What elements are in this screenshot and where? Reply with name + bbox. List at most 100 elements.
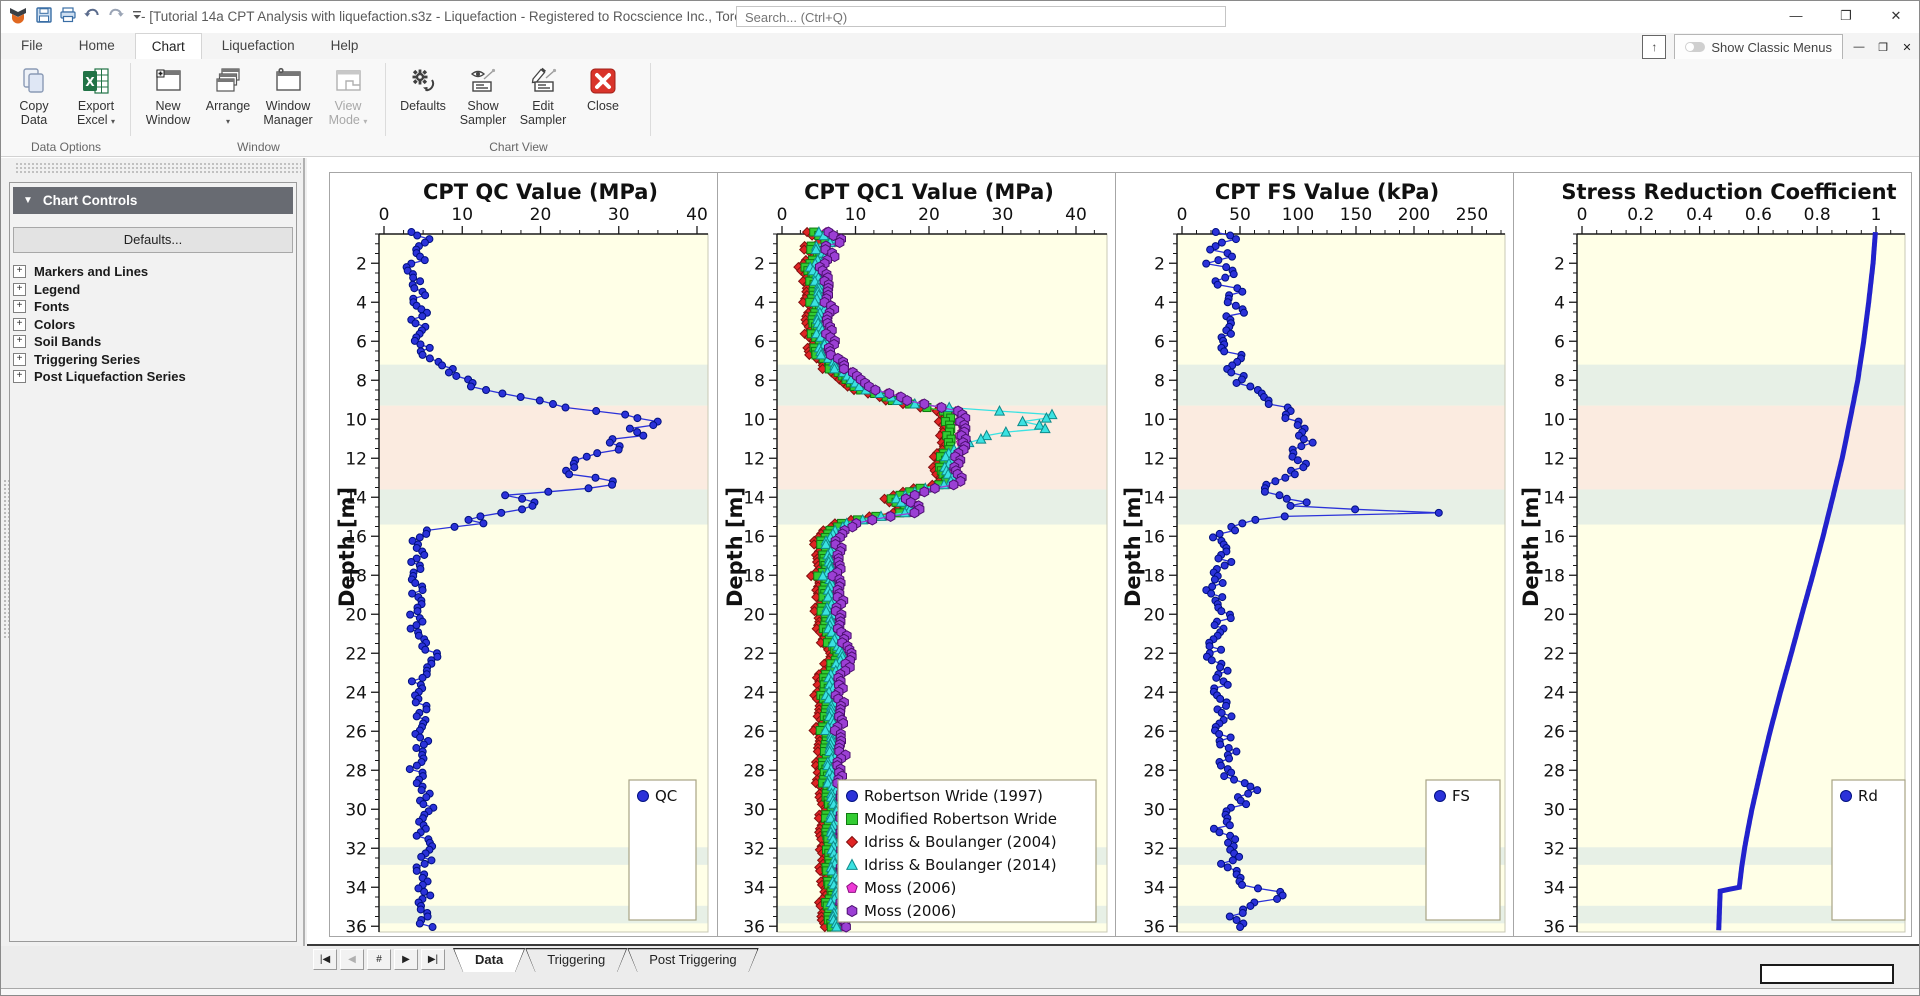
chart-controls-header[interactable]: ▼ Chart Controls bbox=[13, 187, 293, 214]
doc-restore-button[interactable]: ❐ bbox=[1878, 41, 1888, 54]
svg-text:16: 16 bbox=[345, 527, 367, 547]
excel-icon: X bbox=[67, 63, 125, 99]
svg-text:0: 0 bbox=[1177, 205, 1188, 225]
next-sheet-button[interactable]: ▶ bbox=[394, 949, 418, 970]
first-sheet-button[interactable]: |◀ bbox=[313, 949, 337, 970]
svg-text:10: 10 bbox=[345, 410, 367, 430]
show-classic-menus-toggle[interactable]: Show Classic Menus bbox=[1674, 34, 1843, 60]
expand-plus-icon[interactable]: + bbox=[13, 282, 26, 296]
undo-icon[interactable] bbox=[83, 7, 101, 23]
status-bar bbox=[1, 988, 1919, 995]
svg-text:22: 22 bbox=[1543, 644, 1565, 664]
svg-text:18: 18 bbox=[743, 566, 765, 586]
search-box[interactable] bbox=[736, 6, 1235, 28]
svg-text:6: 6 bbox=[356, 332, 367, 352]
app-logo-icon bbox=[10, 8, 26, 24]
chart-title: Stress Reduction Coefficient bbox=[1561, 180, 1896, 204]
ribbon: Copy Data X Export Excel ▾ Data Options Ne… bbox=[1, 59, 1919, 157]
tree-item-legend[interactable]: + Legend bbox=[13, 281, 293, 299]
expand-plus-icon[interactable]: + bbox=[13, 335, 26, 349]
doc-minimize-button[interactable]: — bbox=[1853, 41, 1865, 53]
expand-plus-icon[interactable]: + bbox=[13, 300, 26, 314]
customize-quick-access-icon[interactable] bbox=[131, 8, 143, 22]
sheet-tab-post-triggering[interactable]: Post Triggering bbox=[627, 948, 758, 972]
chart-controls-title: Chart Controls bbox=[42, 193, 138, 208]
chart-legend bbox=[1831, 779, 1906, 921]
export-excel-button[interactable]: X Export Excel ▾ bbox=[67, 63, 125, 137]
tab-home[interactable]: Home bbox=[78, 38, 115, 53]
search-input[interactable] bbox=[737, 7, 1235, 28]
svg-text:16: 16 bbox=[743, 527, 765, 547]
svg-text:22: 22 bbox=[1143, 644, 1165, 664]
sheet-tab-data[interactable]: Data bbox=[453, 948, 525, 972]
last-sheet-button[interactable]: ▶| bbox=[421, 949, 445, 970]
tree-item-colors[interactable]: + Colors bbox=[13, 316, 293, 334]
svg-text:0.6: 0.6 bbox=[1745, 205, 1772, 225]
arrange-button[interactable]: Arrange ▾ bbox=[199, 63, 257, 137]
ribbon-pin-icon[interactable]: ↑ bbox=[1642, 35, 1667, 59]
svg-text:6: 6 bbox=[1154, 332, 1165, 352]
previous-sheet-button[interactable]: ◀ bbox=[340, 949, 364, 970]
y-axis-label: Depth [m] bbox=[335, 487, 359, 607]
save-icon[interactable] bbox=[35, 6, 53, 24]
y-axis-label: Depth [m] bbox=[1519, 487, 1543, 607]
show-sampler-button[interactable]: Show Sampler bbox=[454, 63, 512, 137]
svg-text:0.2: 0.2 bbox=[1627, 205, 1654, 225]
tree-item-fonts[interactable]: + Fonts bbox=[13, 298, 293, 316]
redo-icon[interactable] bbox=[107, 7, 125, 23]
tree-item-post-liquefaction-series[interactable]: + Post Liquefaction Series bbox=[13, 368, 293, 386]
edit-sampler-button[interactable]: Edit Sampler bbox=[514, 63, 572, 137]
copy-icon bbox=[5, 63, 63, 99]
legend-label: Modified Robertson Wride bbox=[864, 810, 1057, 828]
quick-access-toolbar bbox=[7, 4, 143, 26]
toggle-switch-icon[interactable] bbox=[1685, 42, 1706, 52]
copy-data-button[interactable]: Copy Data bbox=[5, 63, 63, 137]
svg-text:40: 40 bbox=[1065, 205, 1087, 225]
svg-text:20: 20 bbox=[345, 605, 367, 625]
pane-grip-handle[interactable] bbox=[15, 162, 301, 174]
chart-title: CPT QC1 Value (MPa) bbox=[804, 180, 1054, 204]
close-button[interactable]: ✕ bbox=[1890, 8, 1902, 23]
expand-plus-icon[interactable]: + bbox=[13, 317, 26, 331]
chart-panel-1: CPT QC Value (MPa) 0 10 20 30 40 2 4 6 8 10 12 14 16 1… bbox=[329, 172, 718, 937]
doc-close-button[interactable]: ✕ bbox=[1902, 41, 1912, 54]
svg-text:10: 10 bbox=[1143, 410, 1165, 430]
expand-plus-icon[interactable]: + bbox=[13, 370, 26, 384]
new-window-button[interactable]: New Window bbox=[139, 63, 197, 137]
restore-button[interactable]: ❐ bbox=[1840, 8, 1852, 23]
svg-text:2: 2 bbox=[356, 254, 367, 274]
expand-plus-icon[interactable]: + bbox=[13, 265, 26, 279]
tree-item-markers-and-lines[interactable]: + Markers and Lines bbox=[13, 263, 293, 281]
svg-text:32: 32 bbox=[1143, 839, 1165, 859]
group-label-data-options: Data Options bbox=[30, 140, 102, 154]
sheet-tab-triggering[interactable]: Triggering bbox=[525, 948, 627, 972]
expand-plus-icon[interactable]: + bbox=[13, 352, 26, 366]
window-manager-button[interactable]: Window Manager bbox=[259, 63, 317, 137]
series-line bbox=[1716, 231, 1878, 931]
defaults-dialog-button[interactable]: Defaults... bbox=[13, 227, 293, 253]
chart-controls-pane: ▼ Chart Controls Defaults... + Markers an… bbox=[9, 182, 297, 942]
pane-splitter[interactable] bbox=[303, 158, 305, 946]
close-chart-button[interactable]: Close bbox=[574, 63, 632, 137]
tab-liquefaction[interactable]: Liquefaction bbox=[221, 38, 295, 53]
tab-help[interactable]: Help bbox=[330, 38, 359, 53]
chart-svg-2: CPT QC1 Value (MPa)0 10 20 30 40246810121416… bbox=[723, 180, 1108, 936]
svg-text:28: 28 bbox=[345, 761, 367, 781]
tab-file[interactable]: File bbox=[21, 38, 43, 53]
tab-chart[interactable]: Chart bbox=[134, 33, 202, 59]
svg-text:14: 14 bbox=[743, 488, 765, 508]
print-icon[interactable] bbox=[59, 6, 77, 24]
chart-title: CPT QC Value (MPa) bbox=[423, 180, 658, 204]
window-manager-icon bbox=[259, 63, 317, 99]
dock-grip-handle[interactable] bbox=[3, 479, 9, 639]
svg-text:12: 12 bbox=[1143, 449, 1165, 469]
svg-text:8: 8 bbox=[754, 371, 765, 391]
sheet-number-button[interactable]: # bbox=[367, 949, 391, 970]
tree-item-soil-bands[interactable]: + Soil Bands bbox=[13, 333, 293, 351]
legend-label: QC bbox=[655, 787, 677, 805]
defaults-button[interactable]: Defaults bbox=[394, 63, 452, 137]
minimize-button[interactable]: — bbox=[1789, 8, 1803, 23]
view-mode-button: View Mode ▾ bbox=[319, 63, 377, 137]
tree-item-triggering-series[interactable]: + Triggering Series bbox=[13, 351, 293, 369]
svg-text:250: 250 bbox=[1456, 205, 1488, 225]
